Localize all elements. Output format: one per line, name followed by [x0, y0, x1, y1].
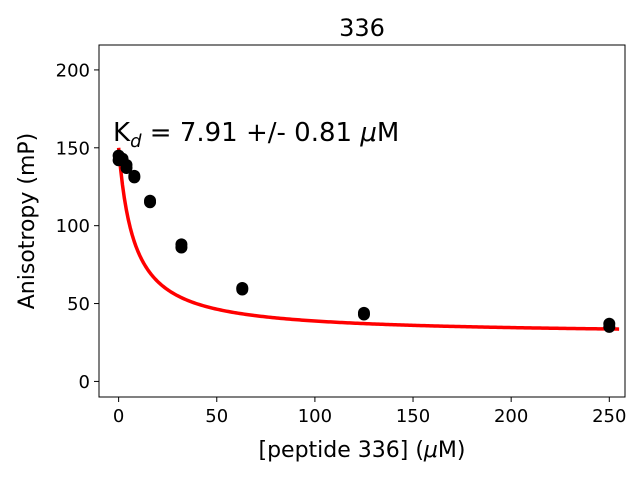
y-tick-label-4: 200 [56, 60, 90, 81]
plot-area [98, 44, 626, 398]
chart-title: 336 [339, 14, 385, 42]
x-axis-label-mu: μ [423, 438, 438, 463]
data-point [357, 308, 370, 321]
kd-prefix: K [113, 118, 131, 148]
fit-curve [116, 147, 620, 331]
y-axis-label: Anisotropy (mP) [15, 133, 40, 310]
x-axis-label-main: [peptide 336] ( [258, 438, 423, 463]
data-points-layer [112, 149, 616, 333]
y-tick-label-0: 0 [79, 372, 90, 393]
kd-mu: μ [359, 118, 377, 148]
y-axis-ticks: 0 50 100 150 200 [56, 60, 99, 393]
x-tick-label-3: 150 [396, 406, 430, 427]
x-axis-ticks: 0 50 100 150 200 250 [113, 397, 626, 427]
kd-unit: M [377, 118, 399, 148]
kd-annotation: Kd = 7.91 +/- 0.81 μM [113, 118, 399, 152]
data-point [144, 196, 157, 209]
kd-value: = 7.91 +/- 0.81 [142, 118, 361, 148]
x-tick-label-0: 0 [113, 406, 124, 427]
x-axis-label-unit: M) [438, 438, 466, 463]
x-tick-label-1: 50 [205, 406, 228, 427]
x-tick-label-2: 100 [298, 406, 332, 427]
x-tick-label-5: 250 [592, 406, 626, 427]
x-axis-label: [peptide 336] (μM) [258, 438, 465, 463]
y-tick-label-1: 50 [67, 294, 90, 315]
data-point [175, 241, 188, 254]
kd-subscript: d [130, 131, 142, 152]
fit-curve-layer [116, 147, 620, 331]
y-tick-label-2: 100 [56, 216, 90, 237]
data-point [603, 320, 616, 333]
plot-frame [98, 44, 626, 398]
data-point [120, 162, 133, 175]
data-point [128, 171, 141, 184]
data-point [236, 283, 249, 296]
x-tick-label-4: 200 [494, 406, 528, 427]
y-tick-label-3: 150 [56, 138, 90, 159]
